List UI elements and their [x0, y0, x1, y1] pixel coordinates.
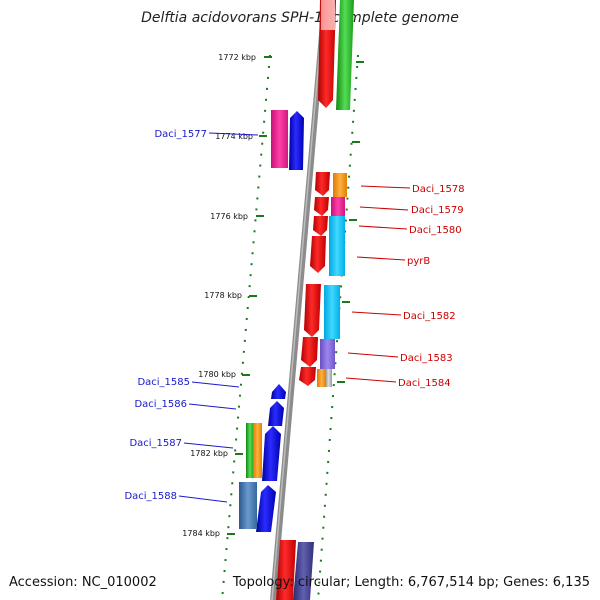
gene-cluster-right-column[interactable]: [317, 173, 347, 387]
label-leader-lines: [178, 132, 411, 503]
gene-block-top[interactable]: [318, 0, 354, 110]
tick-marks: [227, 56, 364, 535]
gene-label-daci-1588[interactable]: Daci_1588: [124, 491, 177, 502]
gene-block-bottom[interactable]: [276, 540, 314, 600]
tick-label-1784: 1784 kbp: [182, 529, 220, 538]
gene-label-daci-1577[interactable]: Daci_1577: [154, 129, 207, 140]
gene-label-daci-1579[interactable]: Daci_1579: [411, 205, 464, 216]
tick-label-1774: 1774 kbp: [215, 132, 253, 141]
gene-label-daci-1587[interactable]: Daci_1587: [129, 438, 182, 449]
tick-label-1778: 1778 kbp: [204, 291, 242, 300]
gene-label-daci-1580[interactable]: Daci_1580: [409, 225, 462, 236]
gene-cluster-left-column[interactable]: [239, 423, 262, 529]
tick-label-1780: 1780 kbp: [198, 370, 236, 379]
tick-label-1772: 1772 kbp: [218, 53, 256, 62]
tick-label-1776: 1776 kbp: [210, 212, 248, 221]
gene-label-daci-1584[interactable]: Daci_1584: [398, 378, 451, 389]
map-title: Delftia acidovorans SPH-1, complete geno…: [141, 10, 459, 26]
gene-label-pyrb[interactable]: pyrB: [407, 256, 430, 267]
gene-cluster-red[interactable]: [299, 172, 330, 386]
gene-label-daci-1585[interactable]: Daci_1585: [137, 377, 190, 388]
gene-label-daci-1586[interactable]: Daci_1586: [134, 399, 187, 410]
gene-label-daci-1583[interactable]: Daci_1583: [400, 353, 453, 364]
gene-daci-1577[interactable]: [271, 110, 304, 170]
gene-label-daci-1578[interactable]: Daci_1578: [412, 184, 465, 195]
gene-label-daci-1582[interactable]: Daci_1582: [403, 311, 456, 322]
tick-label-1782: 1782 kbp: [190, 449, 228, 458]
genome-summary-text: Topology: circular; Length: 6,767,514 bp…: [232, 575, 590, 590]
accession-text: Accession: NC_010002: [9, 575, 157, 590]
gene-cluster-blue[interactable]: [256, 384, 286, 532]
genome-backbone: [270, 0, 328, 600]
